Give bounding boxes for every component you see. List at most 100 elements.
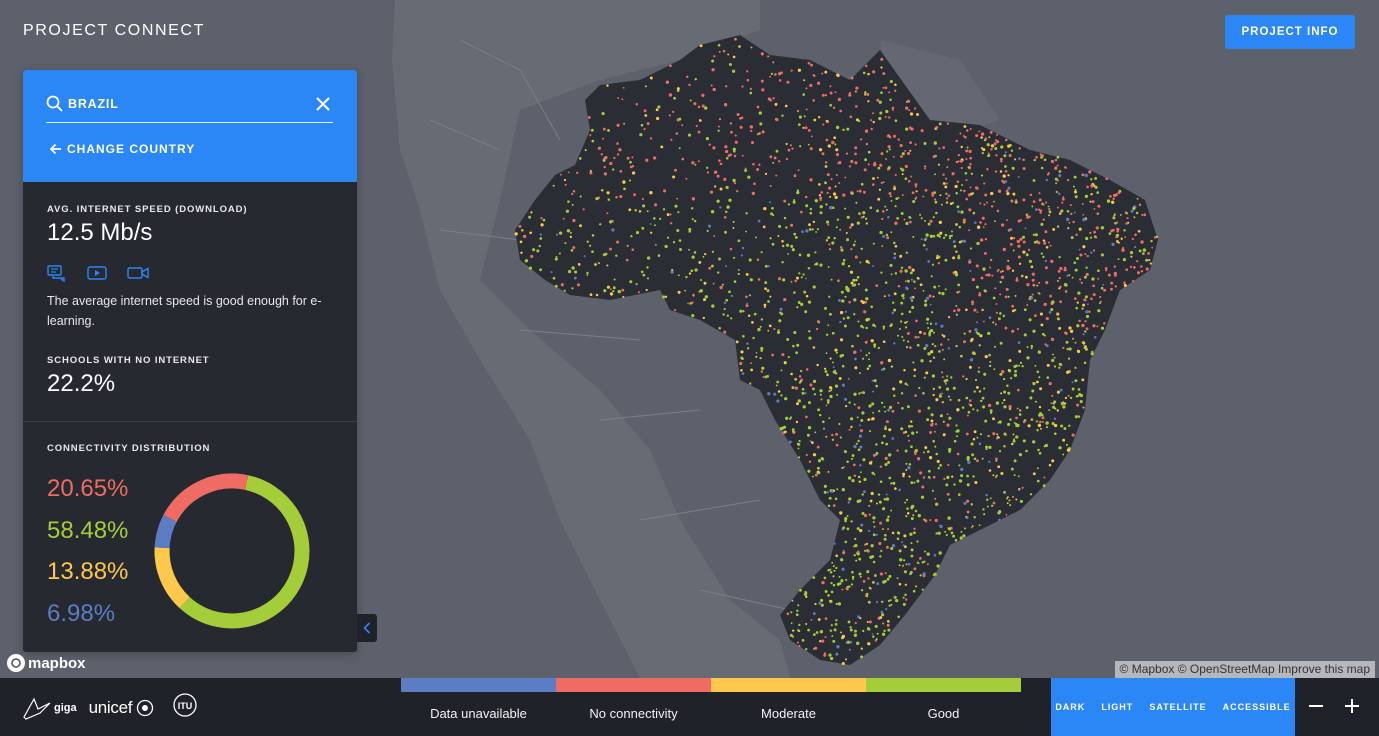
school-dot	[903, 570, 907, 574]
school-dot	[1040, 252, 1043, 255]
school-dot	[838, 575, 841, 578]
distribution-pct-moderate: 13.88%	[47, 558, 129, 585]
school-dot	[1002, 247, 1006, 252]
school-dot	[904, 382, 908, 386]
style-light-button[interactable]: LIGHT	[1101, 702, 1134, 712]
zoom-out-button[interactable]	[1305, 695, 1327, 717]
search-input-value[interactable]: BRAZIL	[68, 97, 119, 111]
zoom-in-button[interactable]	[1341, 695, 1363, 717]
school-dot	[616, 142, 619, 145]
school-dot	[904, 593, 907, 597]
close-icon[interactable]	[313, 94, 333, 114]
school-dot	[995, 457, 998, 461]
school-dot	[572, 218, 576, 223]
no-internet-label: SCHOOLS WITH NO INTERNET	[47, 355, 210, 366]
school-dot	[910, 517, 914, 521]
school-dot	[597, 262, 600, 265]
school-dot	[1056, 179, 1059, 182]
school-dot	[963, 125, 967, 128]
school-dot	[988, 445, 992, 450]
style-satellite-button[interactable]: SATELLITE	[1149, 702, 1207, 712]
school-dot	[885, 233, 889, 237]
style-dark-button[interactable]: DARK	[1055, 702, 1086, 712]
school-dot	[520, 251, 523, 255]
school-dot	[804, 392, 807, 395]
school-dot	[805, 368, 809, 371]
school-dot	[919, 213, 922, 216]
school-dot	[887, 408, 891, 412]
school-dot	[644, 85, 647, 88]
school-dot	[939, 393, 942, 396]
school-dot	[862, 357, 865, 360]
school-dot	[931, 191, 935, 195]
school-dot	[884, 86, 888, 90]
school-dot	[904, 321, 907, 324]
change-country-link[interactable]: CHANGE COUNTRY	[50, 142, 195, 156]
school-dot	[823, 367, 827, 370]
school-dot	[893, 595, 896, 598]
school-dot	[844, 540, 848, 544]
school-dot	[990, 144, 995, 148]
school-dot	[864, 64, 868, 68]
school-dot	[896, 334, 900, 337]
school-dot	[1007, 295, 1010, 298]
project-info-button[interactable]: PROJECT INFO	[1225, 15, 1355, 49]
school-dot	[764, 172, 768, 176]
style-accessible-button[interactable]: ACCESSIBLE	[1222, 702, 1291, 712]
school-dot	[719, 285, 723, 290]
school-dot	[1090, 297, 1093, 301]
school-dot	[968, 149, 972, 154]
country-search[interactable]: BRAZIL	[46, 86, 333, 123]
map-attribution[interactable]: © Mapbox © OpenStreetMap Improve this ma…	[1114, 661, 1375, 678]
school-dot	[960, 354, 963, 358]
school-dot	[951, 475, 954, 478]
school-dot	[971, 300, 975, 304]
school-dot	[932, 295, 935, 298]
school-dot	[554, 284, 558, 288]
school-dot	[603, 165, 606, 169]
school-dot	[873, 345, 876, 348]
school-dot	[795, 613, 799, 617]
school-dot	[827, 594, 830, 597]
school-dot	[1114, 285, 1117, 288]
school-dot	[629, 160, 632, 164]
school-dot	[573, 276, 577, 280]
school-dot	[828, 295, 831, 298]
school-dot	[1103, 288, 1107, 292]
school-dot	[938, 235, 941, 238]
school-dot	[890, 509, 893, 512]
school-dot	[662, 295, 666, 299]
school-dot	[891, 437, 895, 440]
school-dot	[1064, 266, 1067, 269]
school-dot	[1096, 212, 1100, 216]
school-dot	[1065, 443, 1068, 446]
school-dot	[848, 300, 851, 304]
school-dot	[877, 166, 881, 170]
school-dot	[961, 184, 964, 186]
school-dot	[854, 105, 858, 108]
school-dot	[907, 562, 911, 566]
school-dot	[824, 165, 828, 168]
school-dot	[834, 143, 837, 146]
school-dot	[1043, 476, 1046, 479]
school-dot	[891, 311, 895, 315]
school-dot	[789, 417, 792, 420]
school-dot	[897, 284, 901, 288]
school-dot	[846, 215, 850, 219]
school-dot	[628, 208, 632, 212]
school-dot	[797, 169, 800, 172]
school-dot	[773, 328, 776, 331]
school-dot	[1044, 230, 1048, 234]
school-dot	[776, 380, 780, 384]
school-dot	[845, 231, 848, 235]
school-dot	[999, 170, 1003, 173]
school-dot	[1019, 409, 1022, 412]
school-dot	[900, 266, 904, 269]
school-dot	[723, 103, 728, 107]
mapbox-logo[interactable]: mapbox	[7, 654, 86, 672]
school-dot	[859, 372, 861, 375]
collapse-panel-button[interactable]	[357, 614, 377, 642]
school-dot	[954, 270, 958, 274]
school-dot	[1052, 227, 1056, 231]
school-dot	[1014, 294, 1017, 297]
